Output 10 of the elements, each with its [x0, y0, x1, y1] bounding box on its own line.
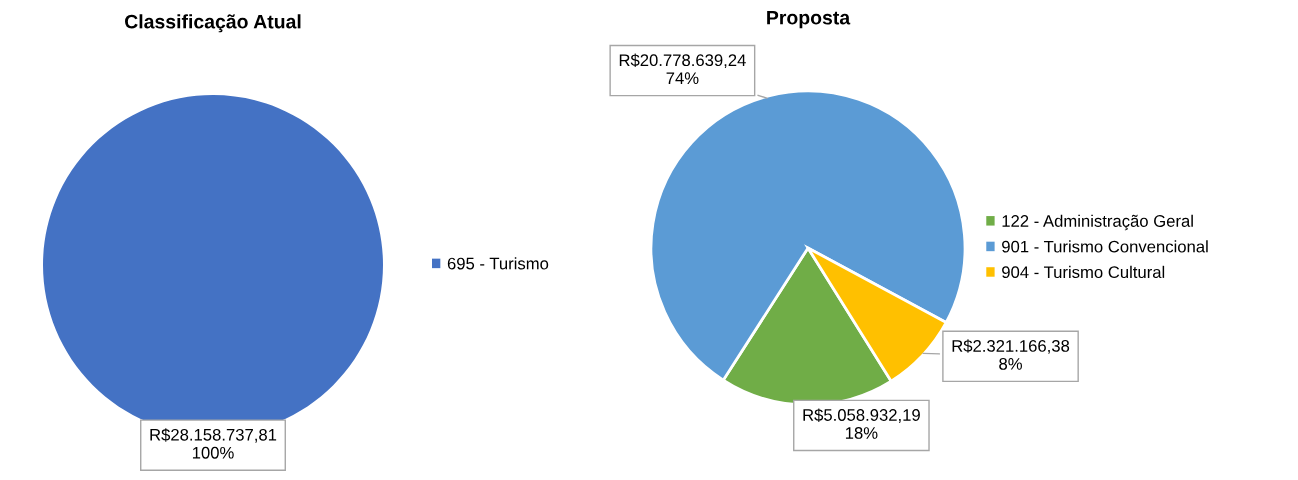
chart-title: Proposta [767, 10, 851, 29]
data-label: R$5.058.932,19 18% [803, 408, 920, 439]
chart-title: Classificação Atual [125, 14, 301, 33]
data-label: R$2.321.166,38 8% [952, 339, 1070, 370]
legend-label: 901 - Turismo Convencional [1002, 240, 1208, 253]
legend-label: 122 - Administração Geral [1002, 214, 1193, 231]
legend-label: 904 - Turismo Cultural [1002, 265, 1165, 279]
data-label: R$28.158.737,81 100% [150, 428, 277, 459]
data-label: R$20.778.639,24 74% [619, 53, 746, 84]
legend-label: 695 - Turismo [447, 257, 549, 270]
